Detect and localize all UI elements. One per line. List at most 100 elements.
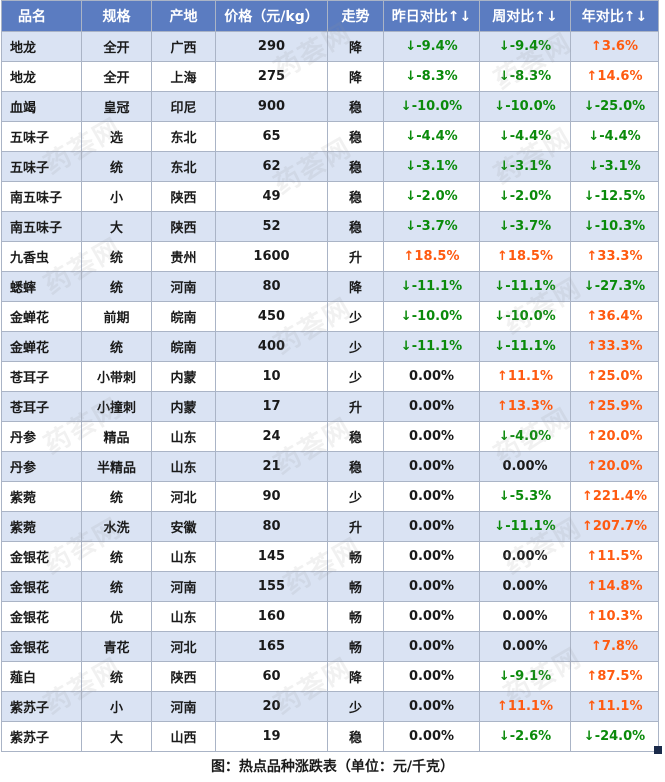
cell-price: 90 [215, 481, 328, 512]
cell-day-change: ↓-10.0% [383, 91, 480, 122]
cell-origin: 河北 [151, 631, 216, 662]
cell-trend: 畅 [327, 631, 384, 662]
cell-price: 17 [215, 391, 328, 422]
cell-spec: 优 [81, 601, 152, 632]
cell-price: 290 [215, 31, 328, 62]
cell-origin: 河南 [151, 271, 216, 302]
cell-week-change: ↓-2.0% [479, 181, 571, 212]
cell-name: 九香虫 [1, 241, 82, 272]
cell-year-change: ↑20.0% [570, 451, 659, 482]
cell-day-change: 0.00% [383, 631, 480, 662]
header-name: 品名 [1, 0, 82, 32]
cell-week-change: ↑18.5% [479, 241, 571, 272]
table-row: 金银花统山东 145 畅 0.00% 0.00% ↑11.5% [1, 541, 659, 572]
table-row: 薤白统陕西 60 降 0.00% ↓-9.1% ↑87.5% [1, 661, 659, 692]
cell-spec: 统 [81, 571, 152, 602]
cell-origin: 陕西 [151, 661, 216, 692]
cell-origin: 广西 [151, 31, 216, 62]
cell-spec: 青花 [81, 631, 152, 662]
cell-week-change: ↓-4.4% [479, 121, 571, 152]
table-row: 丹参 半精品 山东 21 稳 0.00% 0.00% ↑20.0% [1, 451, 659, 482]
table-row: 紫苏子大山西 19 稳 0.00% ↓-2.6% ↓-24.0% [1, 721, 659, 752]
cell-trend: 稳 [327, 91, 384, 122]
cell-week-change: ↓-4.0% [479, 421, 571, 452]
table-row: 紫苏子小河南 20 少 0.00% ↑11.1% ↑11.1% [1, 691, 659, 722]
header-price: 价格（元/kg） [215, 0, 328, 32]
cell-price: 10 [215, 361, 328, 392]
corner-mark [654, 746, 662, 754]
cell-day-change: ↓-2.0% [383, 181, 480, 212]
cell-day-change: 0.00% [383, 391, 480, 422]
cell-spec: 水洗 [81, 511, 152, 542]
table-row: 丹参 精品 山东 24 稳 0.00% ↓-4.0% ↑20.0% [1, 421, 659, 452]
cell-name: 血竭 [1, 91, 82, 122]
cell-week-change: ↑11.1% [479, 691, 571, 722]
cell-origin: 河北 [151, 481, 216, 512]
cell-price: 400 [215, 331, 328, 362]
cell-day-change: ↓-3.7% [383, 211, 480, 242]
cell-day-change: 0.00% [383, 691, 480, 722]
cell-spec: 统 [81, 331, 152, 362]
cell-name: 苍耳子 [1, 391, 82, 422]
cell-origin: 河南 [151, 571, 216, 602]
cell-week-change: ↓-8.3% [479, 61, 571, 92]
cell-price: 24 [215, 421, 328, 452]
cell-day-change: 0.00% [383, 511, 480, 542]
cell-week-change: 0.00% [479, 541, 571, 572]
cell-price: 145 [215, 541, 328, 572]
cell-week-change: 0.00% [479, 451, 571, 482]
cell-year-change: ↑3.6% [570, 31, 659, 62]
table-row: 血竭 皇冠 印尼 900 稳 ↓-10.0% ↓-10.0% ↓-25.0% [1, 91, 659, 122]
cell-year-change: ↓-10.3% [570, 211, 659, 242]
cell-spec: 前期 [81, 301, 152, 332]
table-row: 紫菀统河北 90 少 0.00% ↓-5.3% ↑221.4% [1, 481, 659, 512]
cell-trend: 少 [327, 481, 384, 512]
cell-price: 450 [215, 301, 328, 332]
cell-spec: 统 [81, 241, 152, 272]
cell-origin: 内蒙 [151, 391, 216, 422]
cell-day-change: 0.00% [383, 451, 480, 482]
cell-name: 地龙 [1, 61, 82, 92]
cell-trend: 稳 [327, 721, 384, 752]
cell-week-change: ↓-9.1% [479, 661, 571, 692]
cell-trend: 少 [327, 691, 384, 722]
header-spec: 规格 [81, 0, 152, 32]
cell-year-change: ↑7.8% [570, 631, 659, 662]
cell-week-change: ↓-5.3% [479, 481, 571, 512]
cell-spec: 统 [81, 271, 152, 302]
cell-spec: 小带刺 [81, 361, 152, 392]
cell-day-change: ↓-10.0% [383, 301, 480, 332]
cell-year-change: ↑20.0% [570, 421, 659, 452]
cell-origin: 陕西 [151, 181, 216, 212]
cell-year-change: ↑33.3% [570, 331, 659, 362]
cell-origin: 东北 [151, 151, 216, 182]
cell-name: 金银花 [1, 631, 82, 662]
cell-trend: 升 [327, 511, 384, 542]
cell-day-change: ↓-8.3% [383, 61, 480, 92]
cell-trend: 稳 [327, 151, 384, 182]
cell-origin: 山东 [151, 451, 216, 482]
cell-day-change: ↓-11.1% [383, 331, 480, 362]
cell-price: 60 [215, 661, 328, 692]
cell-year-change: ↑221.4% [570, 481, 659, 512]
cell-spec: 小撞刺 [81, 391, 152, 422]
table-row: 金银花 青花 河北 165 畅 0.00% 0.00% ↑7.8% [1, 631, 659, 662]
cell-spec: 统 [81, 151, 152, 182]
cell-name: 苍耳子 [1, 361, 82, 392]
cell-week-change: ↓-10.0% [479, 91, 571, 122]
cell-trend: 稳 [327, 211, 384, 242]
cell-day-change: ↓-3.1% [383, 151, 480, 182]
cell-trend: 畅 [327, 571, 384, 602]
cell-price: 19 [215, 721, 328, 752]
table-row: 苍耳子 小带刺 内蒙 10 少 0.00% ↑11.1% ↑25.0% [1, 361, 659, 392]
cell-day-change: 0.00% [383, 661, 480, 692]
cell-year-change: ↑36.4% [570, 301, 659, 332]
cell-week-change: ↑11.1% [479, 361, 571, 392]
cell-price: 21 [215, 451, 328, 482]
table-row: 金银花优山东 160 畅 0.00% 0.00% ↑10.3% [1, 601, 659, 632]
cell-origin: 印尼 [151, 91, 216, 122]
cell-trend: 降 [327, 31, 384, 62]
cell-name: 金银花 [1, 571, 82, 602]
cell-year-change: ↓-3.1% [570, 151, 659, 182]
cell-price: 155 [215, 571, 328, 602]
